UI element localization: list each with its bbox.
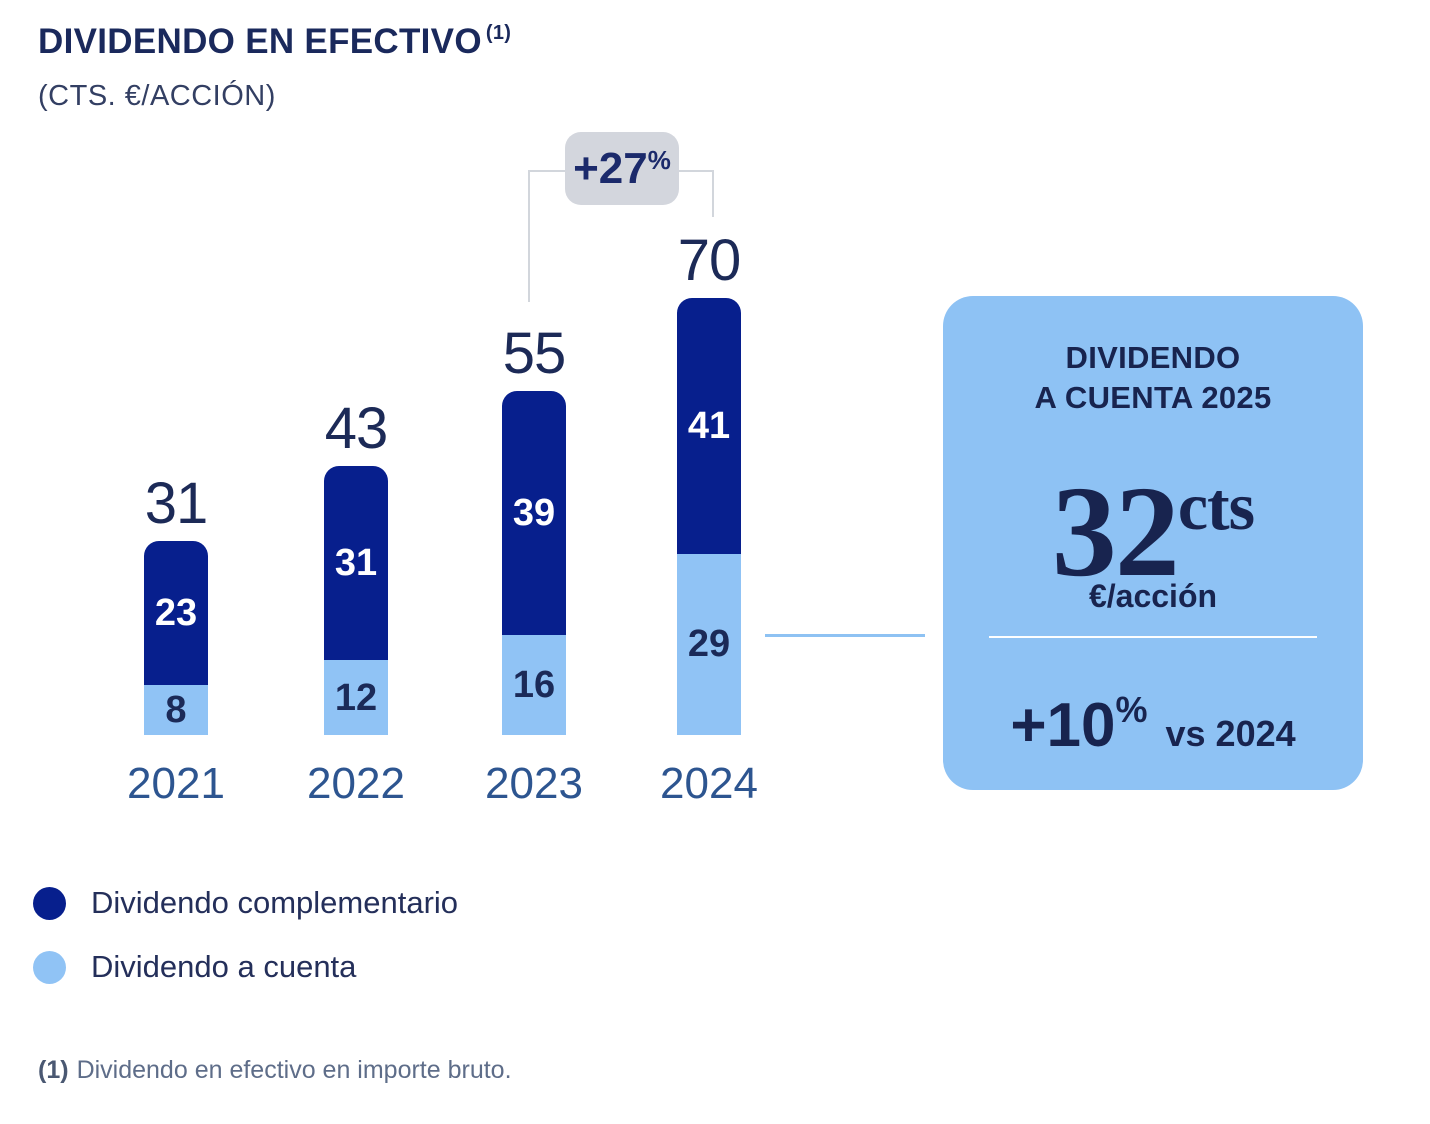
segment-value-label: 8 (165, 689, 187, 731)
callout-title: DIVIDENDO A CUENTA 2025 (943, 338, 1363, 418)
growth-badge-percent: % (647, 145, 671, 175)
segment-value-label: 16 (512, 664, 556, 706)
callout-value-number: 32 (1051, 460, 1180, 604)
legend-swatch-complementario (33, 886, 66, 920)
callout-title-line1: DIVIDENDO (1065, 340, 1241, 375)
segment-value-label: 29 (687, 623, 731, 666)
growth-badge: +27% (565, 132, 679, 205)
bar-total-label: 55 (502, 321, 567, 387)
bar-segment-complementario: 23 (144, 541, 208, 685)
legend-label-complementario: Dividendo complementario (91, 885, 459, 920)
growth-bracket-left (528, 170, 530, 302)
callout-growth: +10% vs 2024 (943, 679, 1363, 765)
page-title: DIVIDENDO EN EFECTIVO (1) (38, 22, 511, 62)
bar-segment-complementario: 39 (502, 391, 566, 635)
bar-segment-complementario: 31 (324, 466, 388, 660)
x-axis-label: 2022 (307, 759, 405, 808)
callout-title-line2: A CUENTA 2025 (1034, 380, 1272, 415)
segment-value-label: 23 (154, 592, 198, 635)
growth-badge-value: +27 (573, 143, 648, 193)
legend-swatch-a-cuenta (33, 950, 66, 984)
x-axis-label: 2023 (485, 759, 583, 808)
footnote-text: Dividendo en efectivo en importe bruto. (76, 1056, 512, 1084)
bar-segment-a-cuenta: 12 (324, 660, 388, 735)
bar-total-label: 70 (677, 227, 742, 293)
callout-connector-line (765, 634, 925, 637)
segment-value-label: 12 (334, 676, 378, 719)
callout-growth-value: +10 (1010, 691, 1116, 760)
callout-growth-percent: % (1115, 689, 1148, 730)
legend-item-a-cuenta: Dividendo a cuenta (33, 949, 458, 985)
legend-label-a-cuenta: Dividendo a cuenta (91, 949, 357, 984)
legend-item-complementario: Dividendo complementario (33, 885, 458, 921)
page-title-text: DIVIDENDO EN EFECTIVO (38, 22, 482, 61)
bar-total-label: 31 (144, 471, 209, 537)
segment-value-label: 31 (334, 542, 378, 585)
bar-total-label: 43 (324, 396, 389, 462)
x-axis-label: 2021 (127, 759, 225, 808)
legend: Dividendo complementario Dividendo a cue… (33, 885, 458, 985)
bar-segment-a-cuenta: 16 (502, 635, 566, 735)
footnote: (1) Dividendo en efectivo en importe brut… (38, 1056, 512, 1085)
segment-value-label: 39 (512, 492, 556, 535)
callout-growth-context: vs 2024 (1165, 713, 1296, 754)
callout-unit-label: €/acción (1088, 578, 1218, 614)
bar-segment-complementario: 41 (677, 297, 741, 554)
dividend-2025-callout: DIVIDENDO A CUENTA 2025 32cts €/acción +… (943, 296, 1363, 790)
callout-divider (989, 636, 1317, 638)
footnote-marker: (1) (38, 1056, 69, 1084)
page-subtitle: (CTS. €/ACCIÓN) (38, 80, 276, 112)
growth-bracket-right (712, 170, 714, 217)
bar-segment-a-cuenta: 8 (144, 685, 208, 735)
callout-value: 32cts (943, 446, 1363, 597)
title-footnote-marker: (1) (485, 22, 512, 44)
callout-value-unit: cts (1177, 468, 1255, 544)
bar-segment-a-cuenta: 29 (677, 553, 741, 735)
segment-value-label: 41 (687, 404, 731, 447)
x-axis-label: 2024 (660, 759, 758, 808)
